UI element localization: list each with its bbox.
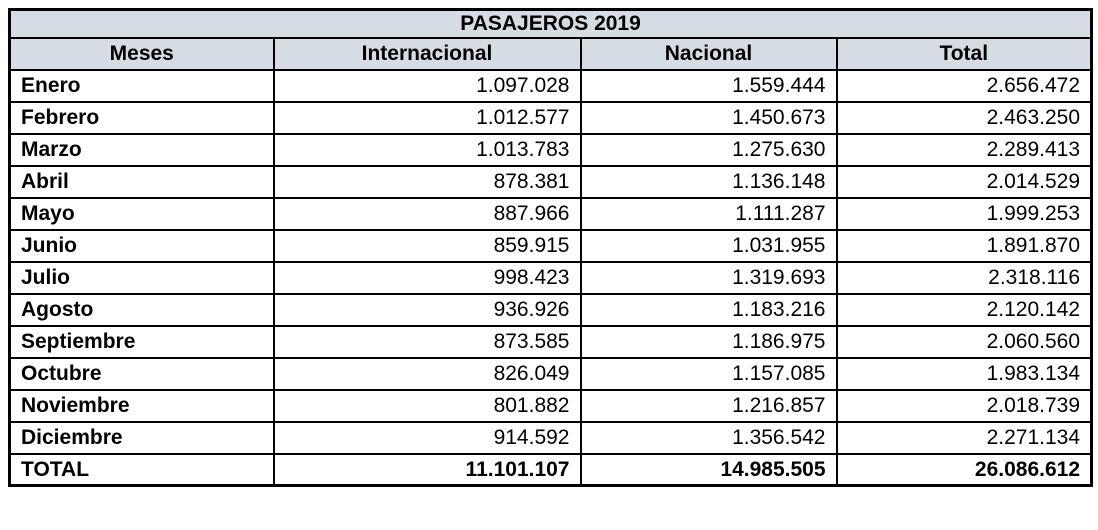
table-row: Junio 859.915 1.031.955 1.891.870	[8, 228, 1093, 263]
total-cell: 1.891.870	[835, 228, 1093, 263]
total-row: TOTAL 11.101.107 14.985.505 26.086.612	[8, 452, 1093, 487]
total-cell: 2.060.560	[835, 324, 1093, 359]
internacional-cell: 1.097.028	[272, 68, 582, 103]
total-total-cell: 26.086.612	[835, 452, 1093, 487]
month-cell: Abril	[8, 164, 275, 199]
month-cell: Octubre	[8, 356, 275, 391]
table-row: Septiembre 873.585 1.186.975 2.060.560	[8, 324, 1093, 359]
total-cell: 2.463.250	[835, 100, 1093, 135]
nacional-cell: 1.157.085	[579, 356, 838, 391]
internacional-cell: 826.049	[272, 356, 582, 391]
table-row: Marzo 1.013.783 1.275.630 2.289.413	[8, 132, 1093, 167]
nacional-cell: 1.136.148	[579, 164, 838, 199]
internacional-cell: 859.915	[272, 228, 582, 263]
column-header-total: Total	[835, 36, 1093, 71]
month-cell: Marzo	[8, 132, 275, 167]
internacional-cell: 914.592	[272, 420, 582, 455]
table-row: Febrero 1.012.577 1.450.673 2.463.250	[8, 100, 1093, 135]
nacional-cell: 1.186.975	[579, 324, 838, 359]
month-cell: Febrero	[8, 100, 275, 135]
month-cell: Diciembre	[8, 420, 275, 455]
internacional-cell: 887.966	[272, 196, 582, 231]
month-cell: Agosto	[8, 292, 275, 327]
internacional-cell: 1.012.577	[272, 100, 582, 135]
total-cell: 1.999.253	[835, 196, 1093, 231]
internacional-cell: 873.585	[272, 324, 582, 359]
table-row: Enero 1.097.028 1.559.444 2.656.472	[8, 68, 1093, 103]
nacional-cell: 1.031.955	[579, 228, 838, 263]
table-body: Enero 1.097.028 1.559.444 2.656.472 Febr…	[8, 68, 1093, 455]
month-cell: Noviembre	[8, 388, 275, 423]
nacional-cell: 1.356.542	[579, 420, 838, 455]
total-cell: 2.318.116	[835, 260, 1093, 295]
column-header-nacional: Nacional	[579, 36, 838, 71]
table-title: PASAJEROS 2019	[8, 8, 1093, 39]
column-header-internacional: Internacional	[272, 36, 582, 71]
total-row-label: TOTAL	[8, 452, 275, 487]
month-cell: Enero	[8, 68, 275, 103]
month-cell: Mayo	[8, 196, 275, 231]
total-cell: 2.289.413	[835, 132, 1093, 167]
internacional-cell: 1.013.783	[272, 132, 582, 167]
table-row: Abril 878.381 1.136.148 2.014.529	[8, 164, 1093, 199]
table-row: Mayo 887.966 1.111.287 1.999.253	[8, 196, 1093, 231]
internacional-cell: 998.423	[272, 260, 582, 295]
nacional-cell: 1.183.216	[579, 292, 838, 327]
table-row: Julio 998.423 1.319.693 2.318.116	[8, 260, 1093, 295]
nacional-cell: 1.319.693	[579, 260, 838, 295]
total-internacional-cell: 11.101.107	[272, 452, 582, 487]
column-header-row: Meses Internacional Nacional Total	[8, 36, 1093, 71]
nacional-cell: 1.450.673	[579, 100, 838, 135]
internacional-cell: 801.882	[272, 388, 582, 423]
total-cell: 1.983.134	[835, 356, 1093, 391]
table-row: Diciembre 914.592 1.356.542 2.271.134	[8, 420, 1093, 455]
total-nacional-cell: 14.985.505	[579, 452, 838, 487]
total-cell: 2.120.142	[835, 292, 1093, 327]
column-header-meses: Meses	[8, 36, 275, 71]
nacional-cell: 1.275.630	[579, 132, 838, 167]
table-row: Noviembre 801.882 1.216.857 2.018.739	[8, 388, 1093, 423]
nacional-cell: 1.111.287	[579, 196, 838, 231]
table-row: Octubre 826.049 1.157.085 1.983.134	[8, 356, 1093, 391]
internacional-cell: 878.381	[272, 164, 582, 199]
nacional-cell: 1.216.857	[579, 388, 838, 423]
month-cell: Julio	[8, 260, 275, 295]
month-cell: Junio	[8, 228, 275, 263]
total-cell: 2.271.134	[835, 420, 1093, 455]
nacional-cell: 1.559.444	[579, 68, 838, 103]
pasajeros-2019-table: PASAJEROS 2019 Meses Internacional Nacio…	[8, 8, 1094, 487]
total-cell: 2.656.472	[835, 68, 1093, 103]
total-cell: 2.014.529	[835, 164, 1093, 199]
table-row: Agosto 936.926 1.183.216 2.120.142	[8, 292, 1093, 327]
title-row: PASAJEROS 2019	[8, 8, 1093, 39]
month-cell: Septiembre	[8, 324, 275, 359]
internacional-cell: 936.926	[272, 292, 582, 327]
total-cell: 2.018.739	[835, 388, 1093, 423]
